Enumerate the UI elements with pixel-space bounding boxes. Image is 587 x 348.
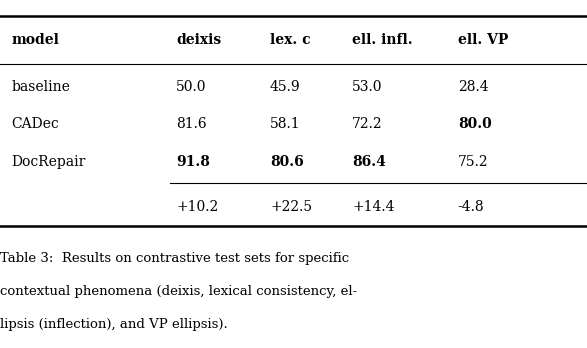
Text: lipsis (inflection), and VP ellipsis).: lipsis (inflection), and VP ellipsis). xyxy=(0,318,228,331)
Text: DocRepair: DocRepair xyxy=(12,155,86,169)
Text: model: model xyxy=(12,33,60,47)
Text: 86.4: 86.4 xyxy=(352,155,386,169)
Text: -4.8: -4.8 xyxy=(458,200,484,214)
Text: 72.2: 72.2 xyxy=(352,117,383,130)
Text: +10.2: +10.2 xyxy=(176,200,218,214)
Text: ell. infl.: ell. infl. xyxy=(352,33,413,47)
Text: 58.1: 58.1 xyxy=(270,117,301,130)
Text: +22.5: +22.5 xyxy=(270,200,312,214)
Text: 75.2: 75.2 xyxy=(458,155,488,169)
Text: 28.4: 28.4 xyxy=(458,80,488,94)
Text: ell. VP: ell. VP xyxy=(458,33,508,47)
Text: +14.4: +14.4 xyxy=(352,200,394,214)
Text: baseline: baseline xyxy=(12,80,70,94)
Text: 53.0: 53.0 xyxy=(352,80,383,94)
Text: CADec: CADec xyxy=(12,117,59,130)
Text: 91.8: 91.8 xyxy=(176,155,210,169)
Text: 80.6: 80.6 xyxy=(270,155,303,169)
Text: 81.6: 81.6 xyxy=(176,117,207,130)
Text: Table 3:  Results on contrastive test sets for specific: Table 3: Results on contrastive test set… xyxy=(0,252,349,265)
Text: 80.0: 80.0 xyxy=(458,117,491,130)
Text: 45.9: 45.9 xyxy=(270,80,301,94)
Text: lex. c: lex. c xyxy=(270,33,311,47)
Text: deixis: deixis xyxy=(176,33,221,47)
Text: 50.0: 50.0 xyxy=(176,80,207,94)
Text: contextual phenomena (deixis, lexical consistency, el-: contextual phenomena (deixis, lexical co… xyxy=(0,285,357,298)
